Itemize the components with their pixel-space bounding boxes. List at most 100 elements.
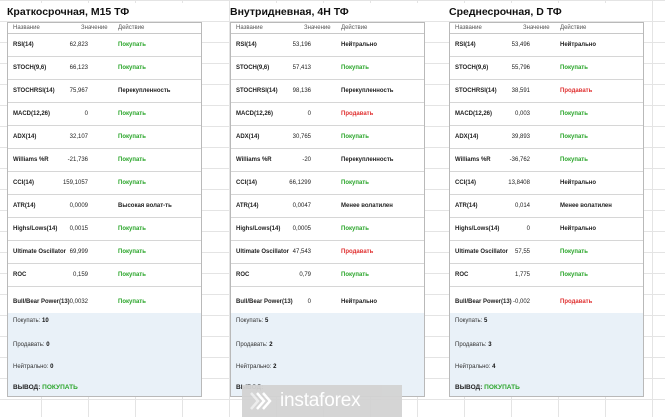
panel-d: Среднесрочная, D ТФ Название Значение Де… bbox=[449, 0, 644, 417]
indicator-action: Покупать bbox=[560, 249, 588, 255]
indicator-name: ROC bbox=[236, 272, 250, 278]
table-row: STOCHRSI(14) 75,967 Перекупленность bbox=[8, 80, 201, 103]
indicator-value: 57,413 bbox=[292, 65, 311, 71]
panel-title: Среднесрочная, D ТФ bbox=[449, 3, 644, 21]
indicator-action: Продавать bbox=[341, 111, 374, 117]
indicator-action: Покупать bbox=[560, 272, 588, 278]
indicator-action: Нейтрально bbox=[341, 298, 378, 305]
indicator-action: Покупать bbox=[118, 249, 146, 255]
indicator-value: 1,775 bbox=[514, 272, 530, 278]
table-row: Williams %R -21,736 Покупать bbox=[8, 149, 201, 172]
indicator-action: Высокая волат-ть bbox=[118, 203, 172, 209]
indicator-action: Покупать bbox=[560, 65, 588, 71]
table-row: Highs/Lows(14) 0,0005 Покупать bbox=[231, 218, 424, 241]
header-name: Название bbox=[455, 25, 482, 31]
header-value: Значение bbox=[304, 25, 331, 31]
table-row: MACD(12,26) 0,003 Покупать bbox=[450, 103, 643, 126]
indicator-value: 53,496 bbox=[511, 42, 530, 48]
table-row: ROC 1,775 Покупать bbox=[450, 264, 643, 287]
indicator-action: Покупать bbox=[118, 226, 146, 232]
indicator-name: CCI(14) bbox=[236, 180, 258, 186]
panel-4h: Внутридневная, 4H ТФ Название Значение Д… bbox=[230, 0, 425, 417]
table-row: MACD(12,26) 0 Продавать bbox=[231, 103, 424, 126]
indicator-action: Покупать bbox=[118, 65, 146, 71]
indicator-action: Перекупленность bbox=[341, 88, 394, 94]
indicator-value: 0,0032 bbox=[69, 298, 88, 305]
summary-block: Покупать: 5 Продавать: 3 Нейтрально: 4 В… bbox=[450, 313, 643, 396]
table-row: STOCHRSI(14) 38,591 Продавать bbox=[450, 80, 643, 103]
watermark-text: instaforex bbox=[280, 390, 361, 411]
indicator-value: 0 bbox=[307, 111, 311, 117]
indicator-value: 75,967 bbox=[69, 88, 88, 94]
chevrons-logo-icon bbox=[250, 392, 272, 410]
header-action: Действие bbox=[560, 25, 587, 31]
indicator-action: Нейтрально bbox=[560, 180, 597, 186]
instaforex-watermark: instaforex bbox=[242, 385, 402, 417]
table-row: CCI(14) 13,8408 Нейтрально bbox=[450, 172, 643, 195]
table-row: ADX(14) 32,107 Покупать bbox=[8, 126, 201, 149]
indicator-name: Highs/Lows(14) bbox=[236, 226, 281, 232]
header-value: Значение bbox=[81, 25, 108, 31]
indicator-table: Название Значение Действие RSI(14) 53,196… bbox=[230, 22, 425, 397]
header-name: Название bbox=[13, 25, 40, 31]
header-action: Действие bbox=[341, 25, 368, 31]
indicator-value: 0,0015 bbox=[69, 226, 88, 232]
table-row: CCI(14) 66,1299 Покупать bbox=[231, 172, 424, 195]
summary-block: Покупать: 10 Продавать: 0 Нейтрально: 0 … bbox=[8, 313, 201, 396]
panel-m15: Краткосрочная, M15 ТФ Название Значение … bbox=[7, 0, 202, 417]
indicator-value: 0,159 bbox=[72, 272, 88, 278]
indicator-action: Покупать bbox=[341, 226, 369, 232]
indicator-value: 98,136 bbox=[292, 88, 311, 94]
indicator-name: Bull/Bear Power(13) bbox=[13, 298, 70, 305]
indicator-action: Нейтрально bbox=[560, 226, 597, 232]
indicator-value: 13,8408 bbox=[508, 180, 530, 186]
table-row: Ultimate Oscillator 57,55 Покупать bbox=[450, 241, 643, 264]
table-row: Highs/Lows(14) 0,0015 Покупать bbox=[8, 218, 201, 241]
summary-verdict: ВЫВОД: ПОКУПАТЬ bbox=[455, 384, 520, 391]
indicator-action: Покупать bbox=[118, 111, 146, 117]
indicator-value: 0,0047 bbox=[292, 203, 311, 209]
indicator-value: 0,003 bbox=[514, 111, 530, 117]
indicator-name: Ultimate Oscillator bbox=[236, 249, 290, 255]
table-row: MACD(12,26) 0 Покупать bbox=[8, 103, 201, 126]
indicator-name: STOCH(9,6) bbox=[455, 65, 489, 71]
indicator-action: Покупать bbox=[118, 42, 146, 48]
indicator-action: Покупать bbox=[118, 134, 146, 140]
summary-neutral: Нейтрально: 4 bbox=[455, 364, 496, 370]
table-header: Название Значение Действие bbox=[231, 23, 424, 34]
indicator-name: ADX(14) bbox=[455, 134, 479, 140]
table-row: RSI(14) 62,823 Покупать bbox=[8, 34, 201, 57]
indicator-name: ATR(14) bbox=[236, 203, 259, 209]
indicator-action: Покупать bbox=[341, 134, 369, 140]
indicator-name: MACD(12,26) bbox=[13, 111, 51, 117]
table-row: Williams %R -20 Перекупленность bbox=[231, 149, 424, 172]
indicator-value: 0 bbox=[307, 298, 311, 305]
summary-buy: Покупать: 5 bbox=[455, 318, 488, 324]
header-name: Название bbox=[236, 25, 263, 31]
indicator-value: -21,736 bbox=[67, 157, 88, 163]
table-row: Ultimate Oscillator 47,543 Продавать bbox=[231, 241, 424, 264]
indicator-value: 30,765 bbox=[292, 134, 311, 140]
indicator-value: 0 bbox=[84, 111, 88, 117]
table-row: Ultimate Oscillator 69,999 Покупать bbox=[8, 241, 201, 264]
indicator-value: 32,107 bbox=[69, 134, 88, 140]
indicator-value: 0 bbox=[526, 226, 530, 232]
indicator-name: STOCHRSI(14) bbox=[13, 88, 55, 94]
table-row: RSI(14) 53,496 Нейтрально bbox=[450, 34, 643, 57]
indicator-name: ATR(14) bbox=[455, 203, 478, 209]
indicator-name: Highs/Lows(14) bbox=[13, 226, 58, 232]
indicator-action: Продавать bbox=[341, 249, 374, 255]
summary-sell: Продавать: 2 bbox=[236, 342, 273, 348]
table-header: Название Значение Действие bbox=[8, 23, 201, 34]
summary-verdict: ВЫВОД: ПОКУПАТЬ bbox=[13, 384, 78, 391]
indicator-name: CCI(14) bbox=[455, 180, 477, 186]
indicator-value: -36,762 bbox=[509, 157, 530, 163]
indicator-value: -0,002 bbox=[512, 298, 530, 305]
indicator-value: 0,0009 bbox=[69, 203, 88, 209]
indicator-value: 62,823 bbox=[69, 42, 88, 48]
indicator-name: RSI(14) bbox=[236, 42, 257, 48]
indicator-name: MACD(12,26) bbox=[236, 111, 274, 117]
indicator-table: Название Значение Действие RSI(14) 62,823… bbox=[7, 22, 202, 397]
indicator-value: 0,0005 bbox=[292, 226, 311, 232]
indicator-name: STOCH(9,6) bbox=[236, 65, 270, 71]
